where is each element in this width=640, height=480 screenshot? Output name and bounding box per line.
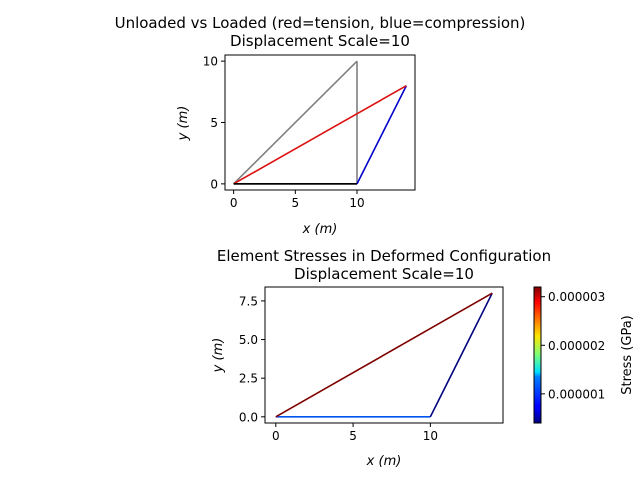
bottom-chart-ticks: 0 5 10 0.0 2.5 5.0 7.5 — [239, 294, 438, 443]
bottom-chart-ytick-label: 2.5 — [239, 372, 258, 386]
bottom-chart-axes-frame — [264, 286, 504, 424]
bottom-chart-ylabel: y (m) — [211, 338, 226, 374]
bottom-chart-title: Element Stresses in Deformed Configurati… — [217, 247, 551, 265]
top-chart-ytick-label: 5 — [210, 116, 218, 130]
colorbar-gradient — [533, 286, 542, 424]
top-chart-ytick-label: 10 — [203, 55, 218, 69]
colorbar-tick-label: 0.000003 — [548, 290, 605, 304]
top-chart-ticks: 0 5 10 0 5 10 — [203, 55, 365, 210]
top-chart-member-line-3 — [233, 60, 358, 185]
top-chart-subtitle: Displacement Scale=10 — [230, 32, 410, 50]
bottom-chart-member-line-3 — [275, 292, 493, 418]
bottom-chart-subtitle: Displacement Scale=10 — [294, 265, 474, 283]
top-chart-ytick-label: 0 — [210, 177, 218, 191]
bottom-chart-ytick-label: 0.0 — [239, 410, 258, 424]
top-chart-marks — [233, 60, 408, 185]
top-chart-xtick-label: 0 — [230, 196, 238, 210]
colorbar-tick-label: 0.000002 — [548, 339, 605, 353]
bottom-chart-ytick-label: 7.5 — [239, 294, 258, 308]
top-chart-title: Unloaded vs Loaded (red=tension, blue=co… — [115, 14, 526, 32]
top-chart-xtick-label: 10 — [349, 196, 364, 210]
top-chart-xlabel: x (m) — [302, 222, 338, 237]
colorbar-tick-label: 0.000001 — [548, 387, 605, 401]
bottom-chart-xtick-label: 0 — [272, 429, 280, 443]
bottom-chart-xtick-label: 5 — [349, 429, 357, 443]
top-chart-ylabel: y (m) — [176, 106, 191, 142]
top-chart-member-line-5 — [233, 84, 407, 185]
top-chart: Unloaded vs Loaded (red=tension, blue=co… — [115, 14, 526, 237]
colorbar-label: Stress (GPa) — [620, 315, 635, 395]
top-chart-xtick-label: 5 — [292, 196, 300, 210]
bottom-chart-xlabel: x (m) — [366, 454, 402, 469]
bottom-chart-member-line-2 — [429, 292, 493, 418]
colorbar-ticks: 0.000001 0.000002 0.000003 — [541, 290, 605, 401]
bottom-chart: Element Stresses in Deformed Configurati… — [211, 247, 551, 469]
bottom-chart-ytick-label: 5.0 — [239, 333, 258, 347]
bottom-chart-marks — [275, 292, 493, 418]
bottom-chart-xtick-label: 10 — [423, 429, 438, 443]
top-chart-member-line-4 — [356, 85, 408, 185]
colorbar: 0.000001 0.000002 0.000003 Stress (GPa) — [533, 286, 635, 424]
top-chart-axes-frame — [224, 54, 416, 191]
